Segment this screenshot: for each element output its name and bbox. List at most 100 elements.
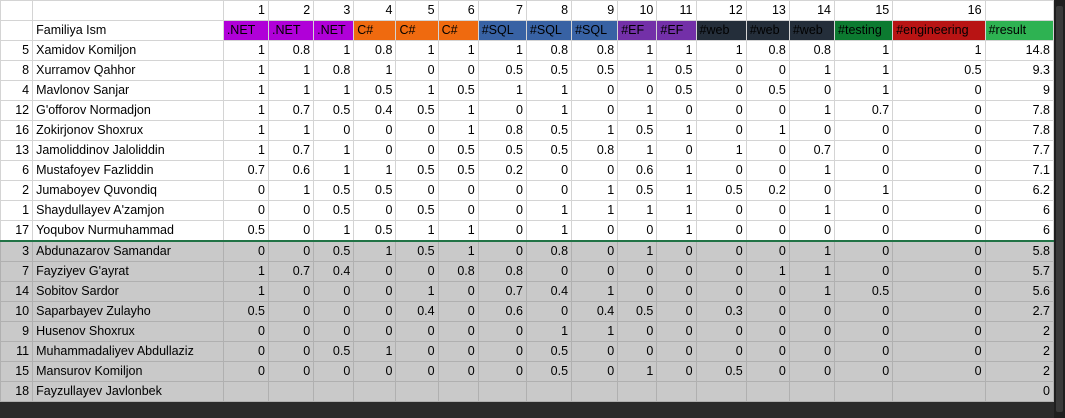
row-id-cell[interactable]: 18 xyxy=(0,381,34,402)
tag-header-cell[interactable]: .NET xyxy=(222,20,269,41)
score-cell[interactable]: 0 xyxy=(695,341,747,362)
score-cell[interactable]: 1 xyxy=(571,120,619,141)
result-cell[interactable]: 5.7 xyxy=(984,261,1055,282)
score-cell[interactable]: 0 xyxy=(353,321,397,342)
score-cell[interactable]: 1 xyxy=(353,341,397,362)
score-cell[interactable]: 1 xyxy=(571,281,619,302)
score-cell[interactable]: 0 xyxy=(695,220,747,242)
score-cell[interactable]: 0.7 xyxy=(477,281,527,302)
score-cell[interactable]: 0.5 xyxy=(525,60,573,81)
score-cell[interactable]: 0 xyxy=(353,140,397,161)
score-cell[interactable]: 0 xyxy=(695,240,747,262)
score-cell[interactable]: 1 xyxy=(222,261,269,282)
score-cell[interactable]: 0 xyxy=(477,220,527,242)
row-id-cell[interactable]: 15 xyxy=(0,361,34,382)
score-cell[interactable]: 0 xyxy=(834,361,894,382)
score-cell[interactable] xyxy=(695,381,747,402)
score-cell[interactable] xyxy=(571,381,619,402)
score-cell[interactable]: 0.2 xyxy=(477,160,527,181)
score-cell[interactable]: 0 xyxy=(437,361,479,382)
student-name-cell[interactable]: Xamidov Komiljon xyxy=(32,40,224,61)
score-cell[interactable]: 0 xyxy=(437,200,479,221)
tag-header-cell[interactable]: #EF xyxy=(656,20,697,41)
score-cell[interactable]: 0.4 xyxy=(525,281,573,302)
score-cell[interactable]: 0 xyxy=(695,261,747,282)
score-cell[interactable]: 0 xyxy=(892,301,986,322)
score-cell[interactable]: 1 xyxy=(313,140,355,161)
score-cell[interactable]: 0.5 xyxy=(437,80,479,101)
score-cell[interactable]: 0 xyxy=(788,321,836,342)
score-cell[interactable]: 0 xyxy=(892,80,986,101)
score-cell[interactable]: 1 xyxy=(617,140,658,161)
score-cell[interactable]: 0 xyxy=(395,180,439,201)
score-cell[interactable]: 0 xyxy=(656,341,697,362)
score-cell[interactable]: 0 xyxy=(437,281,479,302)
score-cell[interactable] xyxy=(788,381,836,402)
student-name-cell[interactable]: Fayziyev G'ayrat xyxy=(32,261,224,282)
score-cell[interactable] xyxy=(395,381,439,402)
result-cell[interactable]: 5.8 xyxy=(984,240,1055,262)
score-cell[interactable]: 0 xyxy=(745,100,790,121)
score-cell[interactable]: 0 xyxy=(745,341,790,362)
score-cell[interactable]: 0.5 xyxy=(617,120,658,141)
score-cell[interactable]: 0.5 xyxy=(525,341,573,362)
score-cell[interactable]: 0 xyxy=(353,281,397,302)
score-cell[interactable]: 1 xyxy=(571,180,619,201)
score-cell[interactable]: 0 xyxy=(745,160,790,181)
row-id-cell[interactable]: 10 xyxy=(0,301,34,322)
column-number-cell[interactable]: 1 xyxy=(222,0,269,21)
result-cell[interactable]: 6.2 xyxy=(984,180,1055,201)
score-cell[interactable]: 0 xyxy=(437,341,479,362)
score-cell[interactable]: 0 xyxy=(892,281,986,302)
student-name-cell[interactable]: Mavlonov Sanjar xyxy=(32,80,224,101)
score-cell[interactable]: 1 xyxy=(525,200,573,221)
score-cell[interactable]: 0 xyxy=(788,80,836,101)
row-id-cell[interactable]: 17 xyxy=(0,220,34,242)
score-cell[interactable]: 0 xyxy=(525,301,573,322)
score-cell[interactable]: 0 xyxy=(222,240,269,262)
tag-header-cell[interactable]: #web xyxy=(745,20,790,41)
score-cell[interactable]: 0 xyxy=(834,301,894,322)
score-cell[interactable]: 0 xyxy=(892,240,986,262)
score-cell[interactable]: 1 xyxy=(656,160,697,181)
score-cell[interactable] xyxy=(745,381,790,402)
student-name-cell[interactable]: Saparbayev Zulayho xyxy=(32,301,224,322)
score-cell[interactable]: 0.5 xyxy=(313,100,355,121)
result-cell[interactable]: 7.7 xyxy=(984,140,1055,161)
row-id-cell[interactable]: 6 xyxy=(0,160,34,181)
score-cell[interactable]: 0 xyxy=(745,60,790,81)
score-cell[interactable] xyxy=(892,381,986,402)
score-cell[interactable]: 1 xyxy=(571,200,619,221)
score-cell[interactable]: 0 xyxy=(745,361,790,382)
score-cell[interactable]: 0.7 xyxy=(267,100,315,121)
score-cell[interactable]: 1 xyxy=(353,240,397,262)
score-cell[interactable]: 1 xyxy=(222,100,269,121)
score-cell[interactable]: 0 xyxy=(617,281,658,302)
score-cell[interactable]: 0 xyxy=(313,321,355,342)
score-cell[interactable]: 0.5 xyxy=(395,240,439,262)
score-cell[interactable]: 0.5 xyxy=(313,341,355,362)
score-cell[interactable]: 1 xyxy=(656,180,697,201)
score-cell[interactable]: 1 xyxy=(353,60,397,81)
score-cell[interactable]: 1 xyxy=(525,80,573,101)
score-cell[interactable]: 0 xyxy=(617,261,658,282)
score-cell[interactable]: 0 xyxy=(395,60,439,81)
score-cell[interactable]: 1 xyxy=(656,200,697,221)
score-cell[interactable]: 0.5 xyxy=(695,180,747,201)
score-cell[interactable]: 0 xyxy=(892,341,986,362)
score-cell[interactable]: 0 xyxy=(834,240,894,262)
score-cell[interactable]: 1 xyxy=(313,80,355,101)
score-cell[interactable]: 0 xyxy=(656,321,697,342)
score-cell[interactable]: 0 xyxy=(834,321,894,342)
score-cell[interactable]: 1 xyxy=(437,220,479,242)
score-cell[interactable]: 0 xyxy=(834,140,894,161)
score-cell[interactable]: 0 xyxy=(525,180,573,201)
score-cell[interactable]: 0 xyxy=(222,200,269,221)
score-cell[interactable]: 0 xyxy=(617,321,658,342)
score-cell[interactable]: 0 xyxy=(656,361,697,382)
score-cell[interactable]: 0 xyxy=(571,100,619,121)
corner-cell[interactable] xyxy=(0,0,34,21)
score-cell[interactable]: 0 xyxy=(788,301,836,322)
tag-header-cell[interactable]: #web xyxy=(695,20,747,41)
score-cell[interactable]: 1 xyxy=(788,200,836,221)
